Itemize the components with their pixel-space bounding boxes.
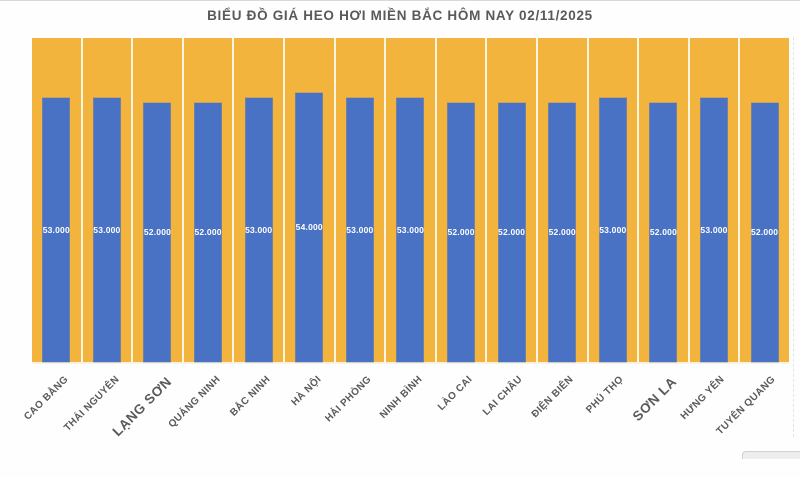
x-axis-label: NINH BÌNH xyxy=(377,374,425,421)
price-bar: 52.000 xyxy=(548,102,576,362)
price-bar: 52.000 xyxy=(751,102,779,362)
bar-value-label: 52.000 xyxy=(548,227,576,238)
category-column: 52.000 xyxy=(184,38,235,362)
x-axis-label: LÀO CAI xyxy=(435,374,475,413)
scrollbar-corner[interactable] xyxy=(742,451,800,459)
chart-title: BIỂU ĐỒ GIÁ HEO HƠI MIỀN BẮC HÔM NAY 02/… xyxy=(207,8,593,23)
x-axis-label: LAI CHÂU xyxy=(481,374,526,418)
x-axis-label: THÁI NGUYÊN xyxy=(61,374,122,434)
x-axis-label: ĐIỆN BIÊN xyxy=(529,374,576,421)
category-column: 53.000 xyxy=(589,38,640,362)
bar-value-label: 52.000 xyxy=(447,227,475,238)
price-bar: 52.000 xyxy=(649,102,678,362)
category-column: 52.000 xyxy=(133,38,184,362)
plot-area: 53.000 53.000 52.000 52.000 53.000 54.000 53.0… xyxy=(32,38,789,364)
category-column: 52.000 xyxy=(437,38,488,362)
x-axis-label: BẮC NINH xyxy=(228,374,273,419)
category-column: 53.000 xyxy=(32,38,83,362)
price-bar: 53.000 xyxy=(396,97,425,362)
price-bar: 52.000 xyxy=(143,102,172,362)
price-bar: 54.000 xyxy=(295,92,323,362)
price-bar: 53.000 xyxy=(42,97,70,362)
category-column: 52.000 xyxy=(740,38,789,362)
x-axis-label: HẢI PHÒNG xyxy=(323,374,374,425)
bar-value-label: 53.000 xyxy=(599,224,627,235)
price-bar: 53.000 xyxy=(700,97,728,362)
category-column: 53.000 xyxy=(690,38,741,362)
bar-value-label: 53.000 xyxy=(396,224,425,235)
bar-value-label: 52.000 xyxy=(751,227,779,238)
x-axis-label: HÀ NỘI xyxy=(289,374,324,409)
price-bar: 53.000 xyxy=(599,97,627,362)
x-axis-label: SƠN LA xyxy=(629,374,680,424)
bar-value-label: 52.000 xyxy=(194,227,222,238)
bar-value-label: 54.000 xyxy=(295,222,323,233)
bar-value-label: 53.000 xyxy=(700,224,728,235)
x-axis-label: HƯNG YÊN xyxy=(679,374,728,423)
bar-value-label: 52.000 xyxy=(649,227,678,238)
bar-value-label: 53.000 xyxy=(93,224,121,235)
bar-value-label: 52.000 xyxy=(498,227,526,238)
bar-value-label: 52.000 xyxy=(143,227,172,238)
bar-value-label: 53.000 xyxy=(346,224,374,235)
category-column: 54.000 xyxy=(285,38,336,362)
x-axis-label: LẠNG SƠN xyxy=(109,374,175,440)
price-bar: 53.000 xyxy=(93,97,121,362)
category-column: 52.000 xyxy=(639,38,690,362)
price-bar: 53.000 xyxy=(245,97,273,362)
price-bar: 53.000 xyxy=(346,97,374,362)
page-edge-line xyxy=(793,37,794,437)
category-column: 53.000 xyxy=(336,38,387,362)
x-axis-label: PHÚ THỌ xyxy=(584,374,627,416)
x-axis-label: QUẢNG NINH xyxy=(166,374,223,431)
category-column: 53.000 xyxy=(386,38,437,362)
category-column: 53.000 xyxy=(234,38,285,362)
price-bar: 52.000 xyxy=(194,102,222,362)
category-column: 52.000 xyxy=(487,38,538,362)
bar-value-label: 53.000 xyxy=(42,224,70,235)
category-column: 52.000 xyxy=(538,38,589,362)
bar-value-label: 53.000 xyxy=(245,224,273,235)
x-axis-label: CAO BẰNG xyxy=(22,374,72,423)
price-bar: 52.000 xyxy=(447,102,475,362)
price-bar: 52.000 xyxy=(498,102,526,362)
category-column: 53.000 xyxy=(83,38,134,362)
